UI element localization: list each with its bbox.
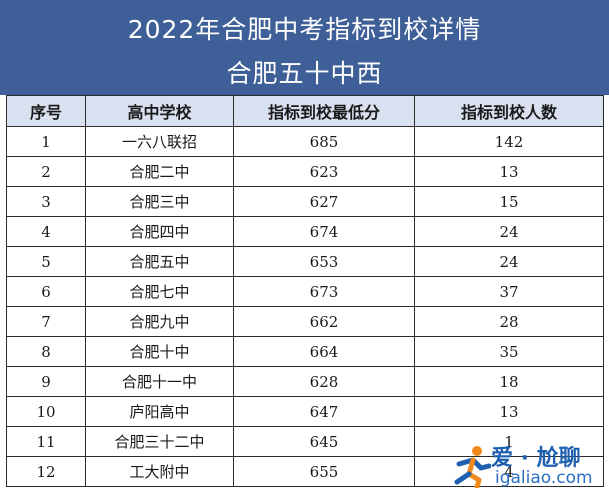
table-row: 3 合肥三中 627 15 (6, 186, 604, 217)
row-school: 合肥四中 (85, 216, 234, 247)
table-row: 1 一六八联招 685 142 (6, 126, 604, 157)
row-school: 合肥五中 (85, 246, 234, 277)
table-row: 10 庐阳高中 647 13 (6, 396, 604, 427)
row-min-score: 645 (233, 426, 415, 457)
row-index: 6 (6, 276, 86, 307)
row-index: 4 (6, 216, 86, 247)
row-quota: 37 (414, 276, 604, 307)
watermark: 爱 · 尬聊 igaliao.com (451, 438, 601, 494)
row-school: 庐阳高中 (85, 396, 234, 427)
table-row: 5 合肥五中 653 24 (6, 246, 604, 277)
column-header-school: 高中学校 (85, 95, 234, 127)
column-header-min-score: 指标到校最低分 (233, 95, 415, 127)
row-min-score: 664 (233, 336, 415, 367)
row-index: 2 (6, 156, 86, 187)
title-banner: 2022年合肥中考指标到校详情 合肥五十中西 (0, 0, 609, 95)
row-school: 一六八联招 (85, 126, 234, 157)
row-index: 12 (6, 456, 86, 487)
row-school: 合肥九中 (85, 306, 234, 337)
row-index: 10 (6, 396, 86, 427)
row-quota: 1 (414, 426, 604, 457)
row-min-score: 653 (233, 246, 415, 277)
row-index: 5 (6, 246, 86, 277)
admission-table: 序号 高中学校 指标到校最低分 指标到校人数 1 一六八联招 685 142 2… (6, 95, 604, 487)
row-min-score: 628 (233, 366, 415, 397)
column-header-index: 序号 (6, 95, 86, 127)
row-school: 合肥十中 (85, 336, 234, 367)
row-quota: 24 (414, 246, 604, 277)
row-min-score: 627 (233, 186, 415, 217)
row-school: 合肥二中 (85, 156, 234, 187)
row-min-score: 655 (233, 456, 415, 487)
page-subtitle: 合肥五十中西 (226, 59, 383, 88)
row-quota: 18 (414, 366, 604, 397)
row-index: 8 (6, 336, 86, 367)
table-row: 9 合肥十一中 628 18 (6, 366, 604, 397)
table-row: 2 合肥二中 623 13 (6, 156, 604, 187)
watermark-url: igaliao.com (495, 468, 593, 488)
row-school: 合肥三中 (85, 186, 234, 217)
watermark-text: 爱 · 尬聊 (491, 446, 581, 471)
row-quota: 24 (414, 216, 604, 247)
row-min-score: 685 (233, 126, 415, 157)
row-quota: 4 (414, 456, 604, 487)
row-min-score: 662 (233, 306, 415, 337)
row-min-score: 623 (233, 156, 415, 187)
table-row: 11 合肥三十二中 645 1 (6, 426, 604, 457)
table-row: 6 合肥七中 673 37 (6, 276, 604, 307)
table-row: 4 合肥四中 674 24 (6, 216, 604, 247)
row-quota: 13 (414, 396, 604, 427)
row-school: 合肥十一中 (85, 366, 234, 397)
row-school: 合肥三十二中 (85, 426, 234, 457)
row-min-score: 673 (233, 276, 415, 307)
row-school: 工大附中 (85, 456, 234, 487)
column-header-quota: 指标到校人数 (414, 95, 604, 127)
row-min-score: 674 (233, 216, 415, 247)
row-quota: 35 (414, 336, 604, 367)
row-quota: 28 (414, 306, 604, 337)
row-quota: 142 (414, 126, 604, 157)
table-row: 12 工大附中 655 4 (6, 456, 604, 487)
row-index: 9 (6, 366, 86, 397)
row-quota: 13 (414, 156, 604, 187)
row-index: 11 (6, 426, 86, 457)
row-index: 1 (6, 126, 86, 157)
row-min-score: 647 (233, 396, 415, 427)
row-index: 3 (6, 186, 86, 217)
running-figure-logo-icon (454, 446, 491, 488)
row-school: 合肥七中 (85, 276, 234, 307)
table-row: 8 合肥十中 664 35 (6, 336, 604, 367)
row-quota: 15 (414, 186, 604, 217)
row-index: 7 (6, 306, 86, 337)
page-title: 2022年合肥中考指标到校详情 (127, 15, 482, 44)
table-header-row: 序号 高中学校 指标到校最低分 指标到校人数 (6, 95, 604, 127)
table-row: 7 合肥九中 662 28 (6, 306, 604, 337)
